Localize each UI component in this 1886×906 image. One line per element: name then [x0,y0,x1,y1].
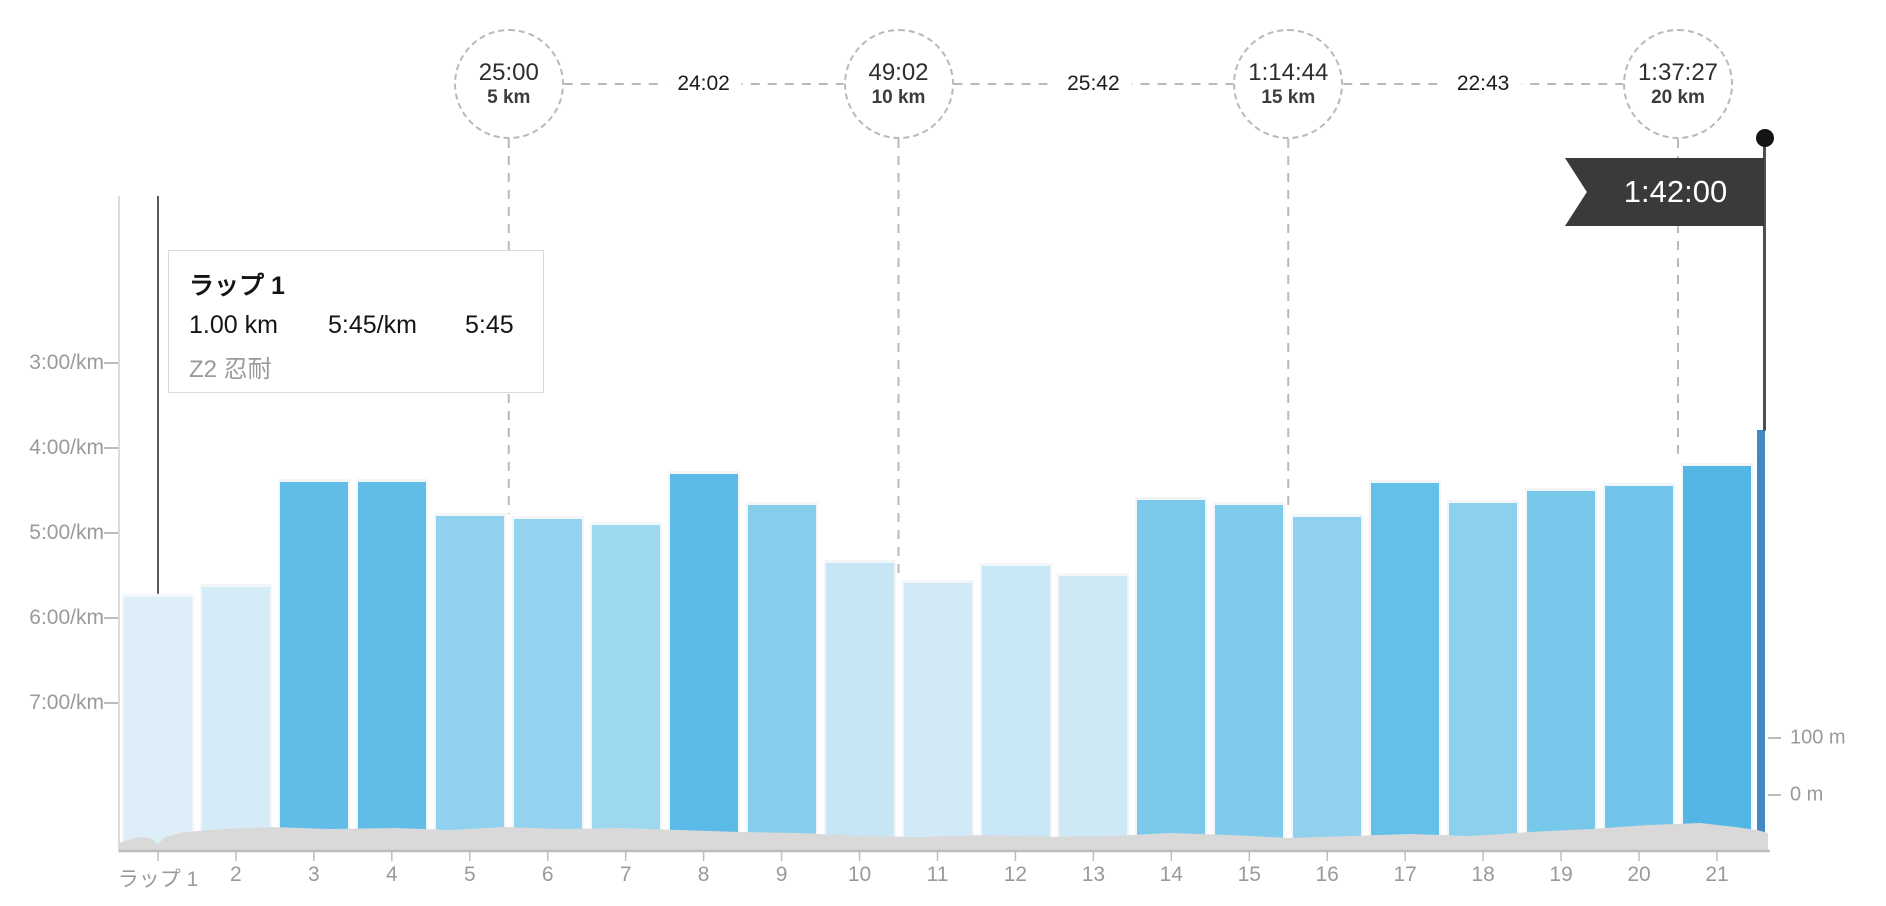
segment-time: 22:43 [1444,70,1522,98]
split-distance: 15 km [1261,86,1316,108]
pace-axis-label: 7:00/km [29,691,104,714]
lap-tooltip: ラップ 1 1.00 km 5:45/km 5:45 Z2 忍耐 [168,250,544,393]
lap-bar-20[interactable] [1603,483,1675,853]
lap-bar-3[interactable] [277,479,350,852]
lap-bar-21[interactable] [1681,463,1753,852]
split-marker-10km: 49:02 10 km [843,29,954,139]
elevation-axis-label: 100 m [1790,726,1846,749]
lap-axis-label: 7 [619,863,632,886]
lap-axis-label: 12 [1003,863,1028,886]
lap-axis-label: 6 [541,863,554,886]
tooltip-zone: Z2 忍耐 [189,356,272,383]
final-partial-lap-bar[interactable] [1757,429,1765,852]
tooltip-duration: 5:45 [465,311,514,339]
lap-axis-label: 10 [847,863,872,886]
lap-axis-label: 14 [1159,863,1183,886]
split-distance: 20 km [1651,86,1705,108]
lap-axis-label: ラップ 1 [117,868,199,891]
split-distance: 10 km [871,86,926,108]
lap-bar-16[interactable] [1291,514,1364,852]
split-marker-15km: 1:14:44 15 km [1233,29,1344,139]
lap-axis-label: 11 [926,863,949,886]
split-marker-20km: 1:37:27 20 km [1623,29,1733,139]
lap-axis-label: 21 [1705,863,1729,886]
lap-axis-label: 15 [1237,863,1261,886]
lap-bar-9[interactable] [745,501,818,852]
lap-axis-label: 16 [1315,863,1339,886]
lap-bar-2[interactable] [199,583,272,852]
lap-bar-14[interactable] [1135,497,1208,852]
lap-bar-17[interactable] [1369,480,1442,852]
lap-axis-label: 9 [775,863,788,886]
lap-bar-12[interactable] [979,562,1052,852]
lap-bar-19[interactable] [1525,487,1598,852]
tooltip-pace: 5:45/km [328,311,417,339]
lap-bar-11[interactable] [901,579,974,852]
pace-axis-label: 3:00/km [29,351,104,374]
lap-axis-label: 19 [1549,863,1573,886]
split-time: 49:02 [868,58,929,86]
split-time: 25:00 [478,58,539,86]
pace-axis-label: 4:00/km [29,436,104,459]
pace-axis-label: 6:00/km [29,606,104,629]
finish-flag: 1:42:00 [1565,158,1764,226]
lap-axis-label: 2 [230,863,242,886]
split-marker-5km: 25:00 5 km [453,29,564,139]
lap-axis-label: 20 [1627,863,1651,886]
tooltip-values-row: 1.00 km 5:45/km 5:45 [189,311,523,340]
segment-time: 25:42 [1055,70,1132,98]
finish-time: 1:42:00 [1623,174,1728,209]
lap-bar-5[interactable] [433,513,506,852]
split-time: 1:14:44 [1248,58,1329,86]
lap-bar-18[interactable] [1447,500,1520,853]
lap-axis-label: 8 [697,863,710,886]
lap-bar-15[interactable] [1213,501,1286,852]
lap-bar-8[interactable] [667,470,740,852]
segment-time: 24:02 [665,70,742,98]
lap-bar-4[interactable] [355,479,428,852]
lap-bar-10[interactable] [823,559,896,853]
pace-axis-label: 5:00/km [29,521,104,544]
elevation-axis-label: 0 m [1790,783,1824,806]
split-time: 1:37:27 [1637,58,1719,86]
finish-pole-dot-icon [1756,129,1774,147]
lap-axis-label: 18 [1471,863,1495,886]
lap-axis-label: 5 [463,863,476,886]
tooltip-distance: 1.00 km [189,311,278,339]
lap-axis-label: 3 [308,863,320,886]
lap-axis-label: 13 [1081,863,1106,886]
lap-axis-label: 17 [1393,863,1417,886]
lap-bar-13[interactable] [1057,572,1130,852]
lap-bar-6[interactable] [511,515,584,852]
tooltip-lap-title: ラップ 1 [189,272,285,300]
lap-bar-1[interactable] [122,593,194,853]
split-distance: 5 km [487,86,531,108]
lap-axis-label: 4 [385,863,398,886]
lap-bar-7[interactable] [589,521,662,852]
